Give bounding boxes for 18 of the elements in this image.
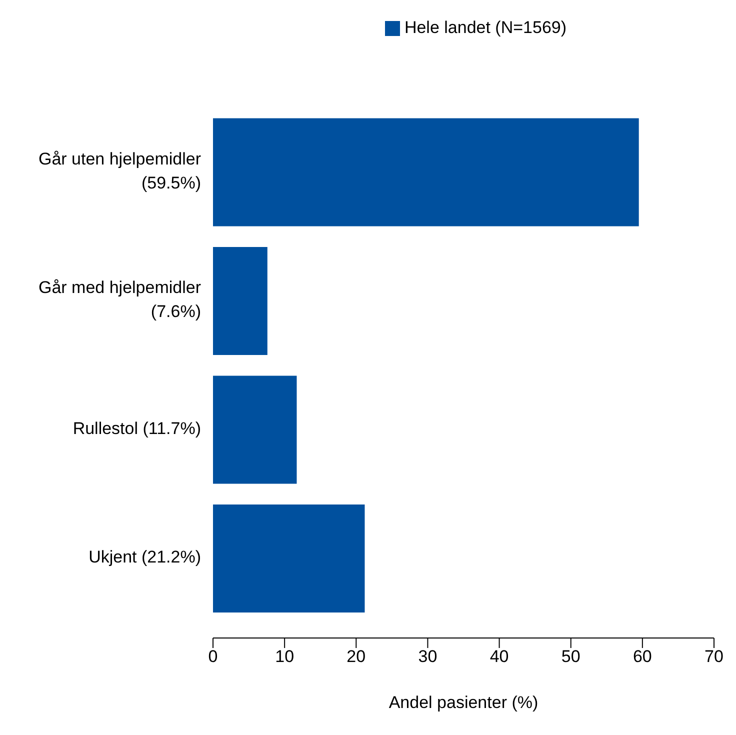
bar: [213, 504, 365, 613]
x-axis-title: Andel pasienter (%): [388, 693, 538, 712]
y-tick-label: Ukjent (21.2%): [88, 548, 201, 568]
x-tick-label: 40: [490, 647, 509, 666]
x-tick-label: 30: [418, 647, 438, 666]
x-tick-label: 50: [561, 647, 580, 666]
y-tick-label: Går med hjelpemidler (7.6%): [38, 278, 202, 322]
bar: [213, 376, 297, 484]
x-tick-label: 70: [704, 647, 724, 666]
y-tick-label: Rullestol (11.7%): [72, 419, 201, 438]
x-tick-label: 60: [632, 647, 652, 666]
legend-label: Hele landet (N=1569): [404, 18, 567, 37]
x-tick-label: 10: [275, 647, 294, 666]
y-tick-label: Går uten hjelpemidler (59.5%): [38, 150, 202, 193]
bar: [213, 118, 639, 226]
x-tick-label: 20: [346, 647, 366, 666]
x-tick-label: 0: [208, 647, 218, 666]
bar: [213, 247, 268, 356]
